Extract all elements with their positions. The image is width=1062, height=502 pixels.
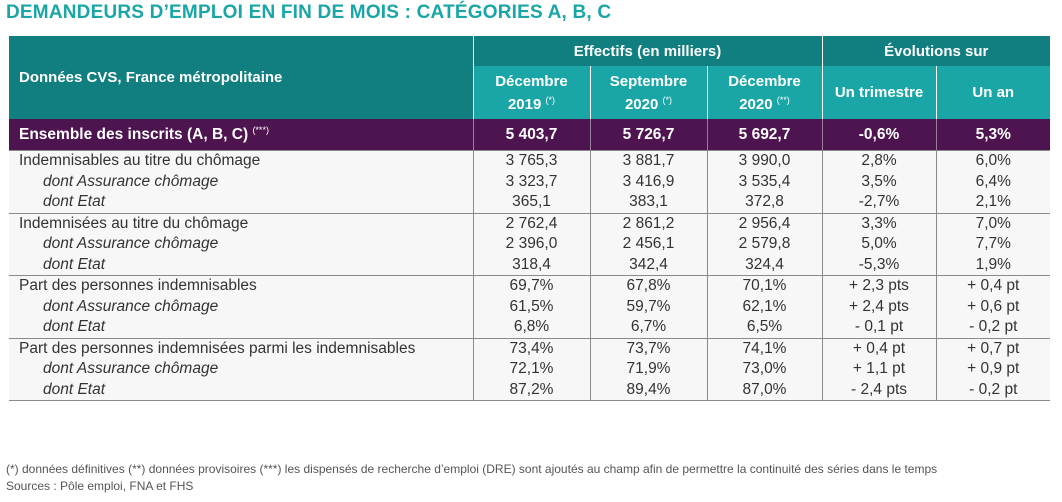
value-cell: 67,8% 59,7% 6,7%	[589, 275, 707, 338]
col-header-dec-2020: Décembre 2020 (**)	[706, 66, 822, 119]
value-cell: 7,0% 7,7% 1,9%	[935, 212, 1050, 276]
table-row-group-indemnisees: Indemnisées au titre du chômage dont Ass…	[9, 212, 1050, 276]
row-label-sub: dont Etat	[43, 193, 106, 210]
group-header-evolutions: Évolutions sur	[821, 36, 1050, 66]
value-cell: 3,3% 5,0% -5,3%	[821, 212, 936, 276]
row-label-sub: dont Etat	[43, 380, 106, 398]
ensemble-row: Ensemble des inscrits (A, B, C) (***) 5 …	[9, 119, 1050, 151]
value-cell: 2,8% 3,5% -2,7%	[821, 150, 936, 213]
row-label: Indemnisables au titre du chômage	[19, 152, 261, 169]
footnote: (*) données définitives (**) données pro…	[6, 461, 937, 495]
ensemble-value: -0,6%	[821, 119, 936, 151]
value-cell: 2 861,2 2 456,1 342,4	[589, 212, 707, 276]
value-cell: 70,1% 62,1% 6,5%	[706, 275, 822, 338]
ensemble-value: 5 692,7	[706, 119, 822, 151]
col-header-dec-2019: Décembre 2019 (*)	[472, 66, 590, 119]
value-cell: 73,4% 72,1% 87,2%	[472, 337, 590, 401]
value-cell: 2 762,4 2 396,0 318,4	[472, 212, 590, 276]
row-labels: Part des personnes indemnisées parmi les…	[9, 337, 473, 401]
row-labels: Part des personnes indemnisables dont As…	[9, 275, 473, 338]
row-label-sub: dont Assurance chômage	[43, 360, 219, 377]
ensemble-value: 5 726,7	[589, 119, 707, 151]
row-label: Part des personnes indemnisées parmi les…	[19, 339, 416, 357]
page-title: DEMANDEURS D’EMPLOI EN FIN DE MOIS : CAT…	[6, 2, 612, 23]
col-header-sep-2020: Septembre 2020 (*)	[589, 66, 707, 119]
value-cell: + 0,4 pt + 1,1 pt - 2,4 pts	[821, 337, 936, 401]
row-label-sub: dont Etat	[43, 318, 106, 335]
value-cell: 2 956,4 2 579,8 324,4	[706, 212, 822, 276]
value-cell: 3 765,3 3 323,7 365,1	[472, 150, 590, 213]
value-cell: 74,1% 73,0% 87,0%	[706, 337, 822, 401]
col-header-an: Un an	[935, 66, 1050, 119]
value-cell: + 0,4 pt + 0,6 pt - 0,2 pt	[935, 275, 1050, 338]
row-labels: Indemnisables au titre du chômage dont A…	[9, 150, 473, 213]
value-cell: + 0,7 pt + 0,9 pt - 0,2 pt	[935, 337, 1050, 401]
value-cell: 3 881,7 3 416,9 383,1	[589, 150, 707, 213]
value-cell: + 2,3 pts + 2,4 pts - 0,1 pt	[821, 275, 936, 338]
row-label: Part des personnes indemnisables	[19, 277, 257, 294]
table-row-group-part-indemnisables: Part des personnes indemnisables dont As…	[9, 275, 1050, 338]
table-row-group-indemnisables: Indemnisables au titre du chômage dont A…	[9, 150, 1050, 213]
col-header-trimestre: Un trimestre	[821, 66, 936, 119]
ensemble-label: Ensemble des inscrits (A, B, C) (***)	[9, 119, 473, 151]
row-labels: Indemnisées au titre du chômage dont Ass…	[9, 212, 473, 276]
ensemble-value: 5 403,7	[472, 119, 590, 151]
value-cell: 73,7% 71,9% 89,4%	[589, 337, 707, 401]
ensemble-value: 5,3%	[935, 119, 1050, 151]
row-label-sub: dont Assurance chômage	[43, 172, 219, 190]
value-cell: 3 990,0 3 535,4 372,8	[706, 150, 822, 213]
data-table: Données CVS, France métropolitaine Effec…	[9, 36, 1050, 401]
row-label-sub: dont Etat	[43, 255, 106, 273]
row-label: Indemnisées au titre du chômage	[19, 214, 249, 232]
table-row-group-part-indemnisees: Part des personnes indemnisées parmi les…	[9, 337, 1050, 401]
footnote-definitions: (*) données définitives (**) données pro…	[6, 462, 938, 476]
row-label-sub: dont Assurance chômage	[43, 235, 219, 252]
value-cell: 69,7% 61,5% 6,8%	[472, 275, 590, 338]
footnote-sources: Sources : Pôle emploi, FNA et FHS	[6, 479, 194, 493]
row-label-sub: dont Assurance chômage	[43, 297, 219, 315]
row-header-label: Données CVS, France métropolitaine	[9, 36, 473, 119]
group-header-effectifs: Effectifs (en milliers)	[472, 36, 822, 66]
value-cell: 6,0% 6,4% 2,1%	[935, 150, 1050, 213]
